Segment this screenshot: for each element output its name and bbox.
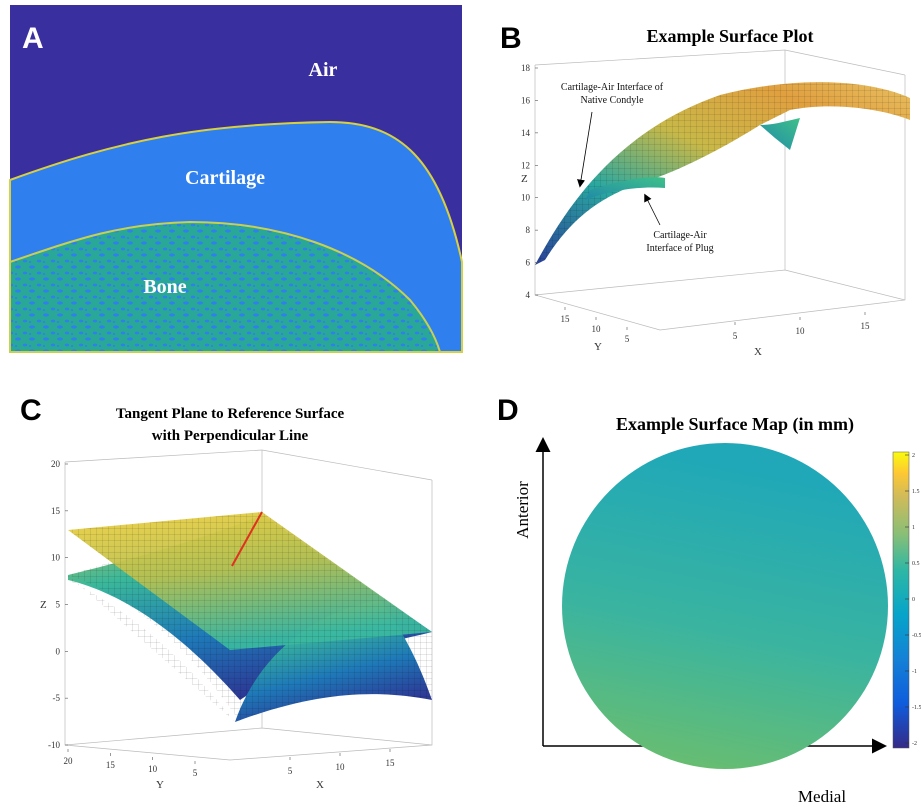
region-label: Bone [143, 276, 186, 298]
tick-label: 15 [106, 760, 116, 770]
panel-letter: B [500, 22, 522, 55]
tick-label: 5 [625, 334, 630, 344]
tick-label: 10 [148, 764, 158, 774]
x-axis-label: X [316, 779, 324, 791]
panel-d: D Example Surface Map (in mm) Anterior M… [497, 394, 909, 806]
tick-label: -10 [48, 740, 60, 750]
colorbar-tick-label: 1 [912, 525, 915, 531]
tick-label: 18 [521, 63, 531, 73]
colorbar-tick-label: 0.5 [912, 561, 920, 567]
colorbar-tick-label: -0.5 [912, 633, 921, 639]
tick-label: 5 [193, 768, 198, 778]
colorbar [893, 452, 909, 748]
tick-label: 5 [733, 331, 738, 341]
annotation: Cartilage-Air Interface of [561, 82, 664, 93]
z-axis-label: Z [40, 599, 47, 611]
panel-letter: D [497, 394, 519, 427]
tick-label: 8 [526, 225, 531, 235]
tick-label: 4 [526, 290, 531, 300]
tick-label: 15 [561, 314, 571, 324]
plug-surface [760, 118, 800, 150]
colorbar-tick-label: -1 [912, 669, 917, 675]
y-axis-label: Anterior [513, 481, 532, 539]
tick-label: 12 [521, 160, 530, 170]
tick-label: -5 [53, 693, 61, 703]
tick-label: 10 [51, 553, 61, 563]
region-label: Air [309, 59, 338, 81]
figure: A Air Cartilage Bone B Example Surface P… [0, 0, 921, 810]
tick-label: 10 [336, 762, 346, 772]
colorbar-tick-label: -1.5 [912, 705, 921, 711]
tick-label: 14 [521, 128, 531, 138]
annotation-arrow [580, 112, 592, 186]
annotation-arrow [645, 195, 660, 225]
tick-label: 15 [861, 321, 871, 331]
tick-label: 0 [56, 646, 61, 656]
chart-title: with Perpendicular Line [152, 428, 309, 444]
annotation: Cartilage-Air [653, 230, 707, 241]
tick-label: 5 [288, 766, 293, 776]
panel-b: B Example Surface Plot Cartilage-Air Int… [500, 22, 910, 358]
tick-label: 20 [64, 756, 74, 766]
colorbar-tick-label: 0 [912, 597, 915, 603]
tick-label: 20 [51, 459, 61, 469]
region-label: Cartilage [185, 167, 265, 189]
tick-label: 5 [56, 600, 61, 610]
colorbar-tick-label: 2 [912, 453, 915, 459]
tick-label: 15 [51, 506, 61, 516]
panel-letter: C [20, 394, 42, 427]
colorbar-tick-label: -2 [912, 741, 917, 747]
tick-label: 16 [521, 95, 531, 105]
annotation: Interface of Plug [646, 243, 713, 254]
panel-c: C Tangent Plane to Reference Surface wit… [20, 394, 432, 791]
tick-label: 6 [526, 258, 531, 268]
y-axis-label: Y [156, 779, 164, 791]
tick-label: 10 [796, 326, 806, 336]
tick-label: 10 [592, 324, 602, 334]
chart-title: Example Surface Map (in mm) [616, 414, 854, 435]
y-axis-label: Y [594, 341, 602, 353]
x-axis-label: Medial [798, 787, 846, 806]
colorbar-tick-label: 1.5 [912, 489, 920, 495]
panel-letter: A [22, 22, 44, 55]
z-axis-label: Z [521, 173, 528, 185]
panel-a: A Air Cartilage Bone [10, 5, 462, 352]
chart-title: Tangent Plane to Reference Surface [116, 406, 345, 422]
chart-title: Example Surface Plot [647, 26, 814, 46]
surface-map [562, 443, 888, 769]
tick-label: 15 [386, 758, 396, 768]
x-axis-label: X [754, 346, 762, 358]
tick-label: 10 [521, 193, 531, 203]
surface-mesh [535, 82, 910, 265]
annotation: Native Condyle [580, 95, 644, 106]
